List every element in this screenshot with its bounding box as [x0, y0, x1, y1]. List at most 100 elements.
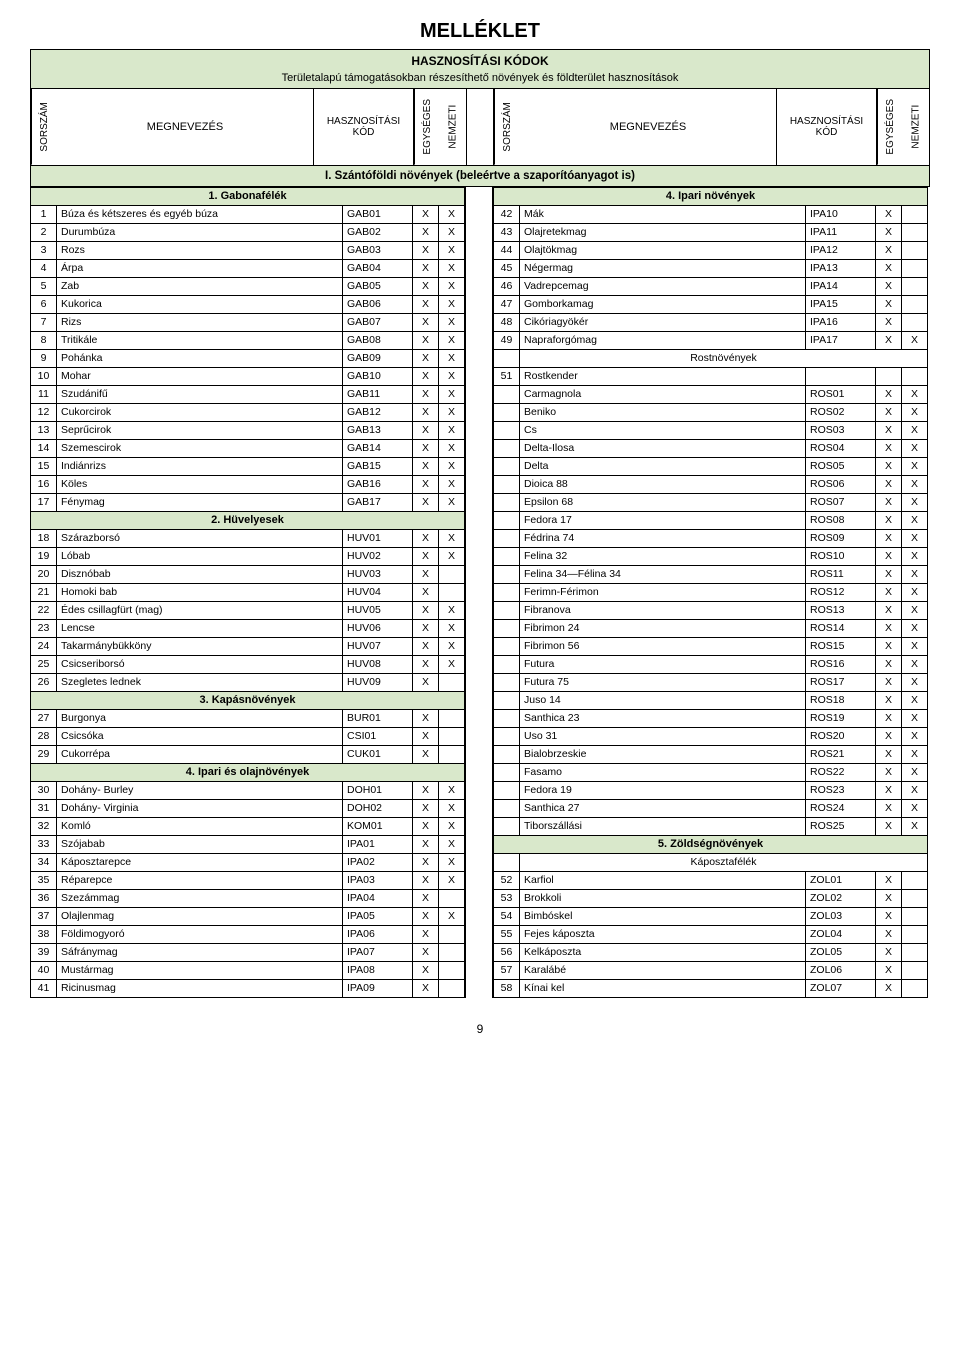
table-cell: Köles: [57, 475, 343, 493]
table-cell: Gomborkamag: [520, 295, 806, 313]
table-row: Fibrimon 56ROS15XX: [494, 637, 928, 655]
table-cell: 48: [494, 313, 520, 331]
table-cell: Bimbóskel: [520, 907, 806, 925]
table-cell: X: [902, 601, 928, 619]
table-row: 25CsicseriborsóHUV08XX: [31, 655, 465, 673]
table-row: Dioica 88ROS06XX: [494, 475, 928, 493]
table-cell: X: [902, 655, 928, 673]
table-row: CsROS03XX: [494, 421, 928, 439]
table-row: Juso 14ROS18XX: [494, 691, 928, 709]
table-cell: Seprűcirok: [57, 421, 343, 439]
table-cell: [902, 367, 928, 385]
table-cell: Carmagnola: [520, 385, 806, 403]
table-cell: X: [876, 457, 902, 475]
table-cell: Fibranova: [520, 601, 806, 619]
table-cell: X: [902, 619, 928, 637]
table-row: 54BimbóskelZOL03X: [494, 907, 928, 925]
table-row: BialobrzeskieROS21XX: [494, 745, 928, 763]
table-cell: 17: [31, 493, 57, 511]
table-cell: HUV03: [343, 565, 413, 583]
table-cell: [494, 547, 520, 565]
table-cell: HUV06: [343, 619, 413, 637]
table-cell: GAB07: [343, 313, 413, 331]
table-cell: Sáfránymag: [57, 943, 343, 961]
table-cell: ROS22: [806, 763, 876, 781]
table-cell: X: [413, 907, 439, 925]
table-cell: Szegletes lednek: [57, 673, 343, 691]
table-cell: GAB06: [343, 295, 413, 313]
table-cell: X: [902, 709, 928, 727]
table-cell: ROS11: [806, 565, 876, 583]
table-cell: [902, 907, 928, 925]
table-row: BenikoROS02XX: [494, 403, 928, 421]
table-cell: Santhica 23: [520, 709, 806, 727]
table-cell: ZOL01: [806, 871, 876, 889]
table-cell: IPA02: [343, 853, 413, 871]
table-cell: [494, 853, 520, 871]
table-row: 58Kínai kelZOL07X: [494, 979, 928, 997]
table-cell: 10: [31, 367, 57, 385]
table-row: Futura 75ROS17XX: [494, 673, 928, 691]
table-cell: 2: [31, 223, 57, 241]
table-cell: X: [439, 493, 465, 511]
table-cell: Indiánrizs: [57, 457, 343, 475]
table-row: 10MoharGAB10XX: [31, 367, 465, 385]
table-cell: X: [876, 295, 902, 313]
table-row: 29CukorrépaCUK01X: [31, 745, 465, 763]
table-row: CarmagnolaROS01XX: [494, 385, 928, 403]
table-cell: X: [902, 817, 928, 835]
table-cell: Felina 32: [520, 547, 806, 565]
table-cell: [902, 979, 928, 997]
table-cell: X: [413, 673, 439, 691]
table-row: 52KarfiolZOL01X: [494, 871, 928, 889]
table-row: 51Rostkender: [494, 367, 928, 385]
table-cell: 58: [494, 979, 520, 997]
table-left: 1. Gabonafélék1Búza és kétszeres és egyé…: [30, 187, 465, 998]
header-row: SORSZÁM MEGNEVEZÉS HASZNOSÍTÁSI KÓD EGYS…: [30, 89, 930, 166]
table-cell: [902, 259, 928, 277]
table-row: Ferimn-FérimonROS12XX: [494, 583, 928, 601]
table-cell: X: [902, 727, 928, 745]
table-cell: X: [876, 745, 902, 763]
table-cell: X: [439, 367, 465, 385]
table-cell: X: [439, 295, 465, 313]
table-row: 16KölesGAB16XX: [31, 475, 465, 493]
table-row: 31Dohány- VirginiaDOH02XX: [31, 799, 465, 817]
table-row: 8TritikáleGAB08XX: [31, 331, 465, 349]
table-cell: [902, 205, 928, 223]
table-cell: GAB05: [343, 277, 413, 295]
table-cell: Dohány- Burley: [57, 781, 343, 799]
table-cell: Szójabab: [57, 835, 343, 853]
table-row: Fedora 19ROS23XX: [494, 781, 928, 799]
table-cell: GAB12: [343, 403, 413, 421]
table-row: 39SáfránymagIPA07X: [31, 943, 465, 961]
table-row: 34KáposztarepceIPA02XX: [31, 853, 465, 871]
table-cell: HUV08: [343, 655, 413, 673]
table-row: 9PohánkaGAB09XX: [31, 349, 465, 367]
table-cell: X: [902, 565, 928, 583]
table-cell: X: [413, 817, 439, 835]
table-cell: Kínai kel: [520, 979, 806, 997]
table-row: 36SzezámmagIPA04X: [31, 889, 465, 907]
table-cell: ROS13: [806, 601, 876, 619]
table-cell: Olajtökmag: [520, 241, 806, 259]
table-cell: X: [876, 601, 902, 619]
table-cell: X: [876, 493, 902, 511]
table-cell: KOM01: [343, 817, 413, 835]
table-cell: DOH01: [343, 781, 413, 799]
table-cell: 46: [494, 277, 520, 295]
table-cell: 19: [31, 547, 57, 565]
table-cell: X: [413, 259, 439, 277]
table-cell: HUV02: [343, 547, 413, 565]
table-cell: X: [439, 835, 465, 853]
table-cell: ROS19: [806, 709, 876, 727]
table-cell: Rizs: [57, 313, 343, 331]
table-cell: IPA09: [343, 979, 413, 997]
banner: HASZNOSÍTÁSI KÓDOK Területalapú támogatá…: [30, 49, 930, 89]
table-cell: X: [413, 529, 439, 547]
table-cell: Komló: [57, 817, 343, 835]
table-row: FasamoROS22XX: [494, 763, 928, 781]
table-cell: 33: [31, 835, 57, 853]
table-cell: 22: [31, 601, 57, 619]
table-cell: 13: [31, 421, 57, 439]
